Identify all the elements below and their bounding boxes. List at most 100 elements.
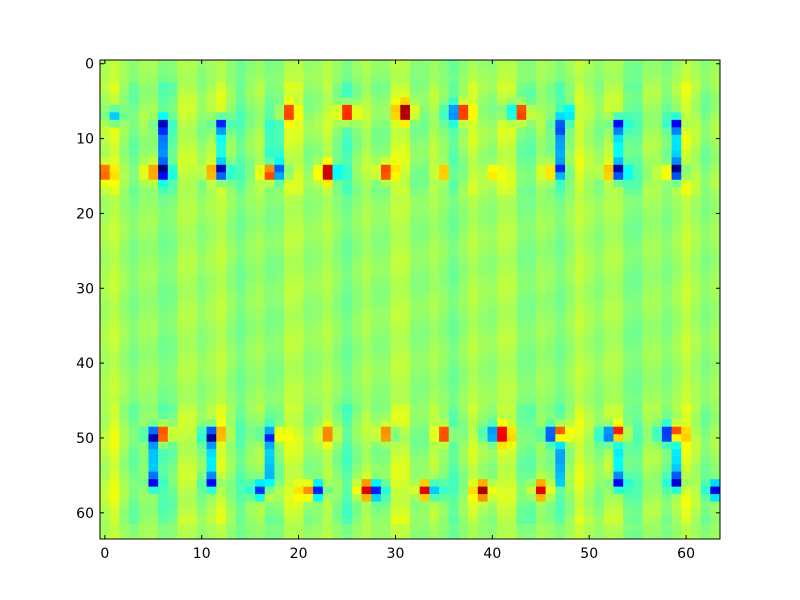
heatmap-cell <box>661 112 673 121</box>
heatmap-cell <box>255 112 266 121</box>
heatmap-cell <box>555 97 566 106</box>
heatmap-cell <box>400 426 411 435</box>
heatmap-cell <box>342 134 353 143</box>
heatmap-cell <box>313 329 324 338</box>
heatmap-cell <box>284 112 295 121</box>
heatmap-cell <box>400 306 411 316</box>
heatmap-cell <box>138 284 150 293</box>
heatmap-cell <box>235 269 246 278</box>
heatmap-cell <box>264 262 275 271</box>
heatmap-cell <box>303 157 314 166</box>
heatmap-cell <box>351 366 363 375</box>
heatmap-cell <box>439 164 450 173</box>
heatmap-cell <box>216 82 227 91</box>
heatmap-cell <box>167 494 179 503</box>
heatmap-cell <box>623 366 634 375</box>
heatmap-cell <box>245 419 256 428</box>
heatmap-cell <box>681 202 692 211</box>
heatmap-cell <box>487 434 498 443</box>
heatmap-cell <box>109 336 120 345</box>
heatmap-cell <box>661 329 673 338</box>
heatmap-cell <box>274 306 285 316</box>
heatmap-cell <box>545 224 556 233</box>
heatmap-cell <box>545 149 556 158</box>
heatmap-cell <box>138 344 150 353</box>
heatmap-cell <box>400 127 411 136</box>
heatmap-cell <box>623 194 634 203</box>
heatmap-cell <box>642 359 653 368</box>
heatmap-cell <box>167 82 179 91</box>
heatmap-cell <box>158 516 169 525</box>
heatmap-cell <box>526 60 537 69</box>
heatmap-cell <box>206 232 217 241</box>
heatmap-cell <box>623 374 634 383</box>
heatmap-cell <box>613 172 624 181</box>
heatmap-cell <box>603 269 615 278</box>
heatmap-cell <box>594 127 605 136</box>
heatmap-cell <box>206 119 217 128</box>
heatmap-cell <box>351 172 363 181</box>
heatmap-cell <box>661 284 673 293</box>
heatmap-cell <box>264 374 275 383</box>
heatmap-cell <box>322 60 334 69</box>
heatmap-cell <box>216 202 227 211</box>
heatmap-cell <box>545 351 556 360</box>
heatmap-cell <box>710 60 720 69</box>
heatmap-cell <box>603 329 615 338</box>
heatmap-cell <box>351 321 363 331</box>
heatmap-cell <box>235 366 246 375</box>
heatmap-cell <box>710 142 720 151</box>
heatmap-cell <box>206 299 217 308</box>
heatmap-cell <box>138 419 150 428</box>
heatmap-cell <box>225 134 237 143</box>
heatmap-cell <box>167 239 179 248</box>
heatmap-cell <box>555 516 566 525</box>
heatmap-cell <box>545 232 556 241</box>
heatmap-cell <box>652 434 663 443</box>
heatmap-cell <box>545 74 556 84</box>
heatmap-cell <box>303 351 314 360</box>
heatmap-cell <box>671 202 682 211</box>
heatmap-cell <box>351 127 363 136</box>
heatmap-cell <box>255 67 266 76</box>
heatmap-cell <box>497 441 508 450</box>
heatmap-cell <box>458 202 469 211</box>
heatmap-cell <box>671 314 682 323</box>
heatmap-cell <box>187 112 198 121</box>
heatmap-cell <box>690 269 702 278</box>
heatmap-cell <box>390 89 401 99</box>
heatmap-cell <box>487 426 498 435</box>
heatmap-cell <box>535 142 547 151</box>
heatmap-cell <box>681 299 692 308</box>
heatmap-cell <box>342 374 353 383</box>
heatmap-cell <box>526 97 537 106</box>
heatmap-cell <box>332 516 343 525</box>
heatmap-cell <box>138 89 150 99</box>
heatmap-cell <box>196 134 208 143</box>
heatmap-cell <box>652 269 663 278</box>
heatmap-cell <box>235 426 246 435</box>
heatmap-cell <box>497 419 508 428</box>
heatmap-cell <box>361 359 372 368</box>
heatmap-cell <box>342 389 353 398</box>
heatmap-cell <box>284 239 295 248</box>
heatmap-cell <box>206 157 217 166</box>
heatmap-cell <box>574 269 585 278</box>
heatmap-cell <box>390 284 401 293</box>
heatmap-cell <box>158 247 169 256</box>
heatmap-cell <box>565 149 576 158</box>
heatmap-cell <box>264 516 275 525</box>
heatmap-cell <box>603 127 615 136</box>
heatmap-cell <box>419 456 430 465</box>
heatmap-cell <box>603 381 615 390</box>
heatmap-cell <box>439 389 450 398</box>
heatmap-cell <box>681 449 692 458</box>
heatmap-cell <box>322 187 334 196</box>
heatmap-cell <box>187 396 198 405</box>
heatmap-cell <box>225 82 237 91</box>
heatmap-cell <box>322 157 334 166</box>
heatmap-cell <box>661 494 673 503</box>
heatmap-cell <box>623 254 634 263</box>
heatmap-cell <box>419 524 430 533</box>
